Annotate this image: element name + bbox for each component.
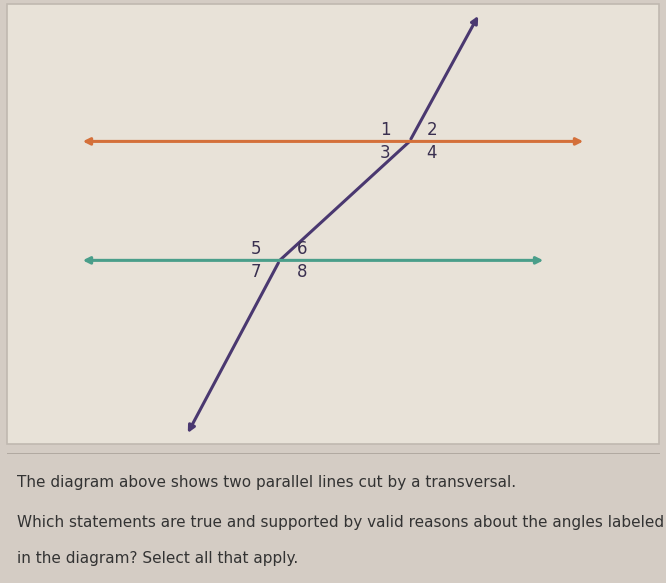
Text: 1: 1 xyxy=(380,121,391,139)
Text: 5: 5 xyxy=(250,240,261,258)
Text: 3: 3 xyxy=(380,144,391,162)
Text: 2: 2 xyxy=(426,121,437,139)
FancyBboxPatch shape xyxy=(7,5,659,444)
Text: 7: 7 xyxy=(250,263,261,281)
Text: 8: 8 xyxy=(296,263,307,281)
Text: 6: 6 xyxy=(296,240,307,258)
Text: Which statements are true and supported by valid reasons about the angles labele: Which statements are true and supported … xyxy=(17,515,664,530)
Text: in the diagram? Select all that apply.: in the diagram? Select all that apply. xyxy=(17,552,298,566)
Text: 4: 4 xyxy=(426,144,437,162)
Text: The diagram above shows two parallel lines cut by a transversal.: The diagram above shows two parallel lin… xyxy=(17,475,515,490)
